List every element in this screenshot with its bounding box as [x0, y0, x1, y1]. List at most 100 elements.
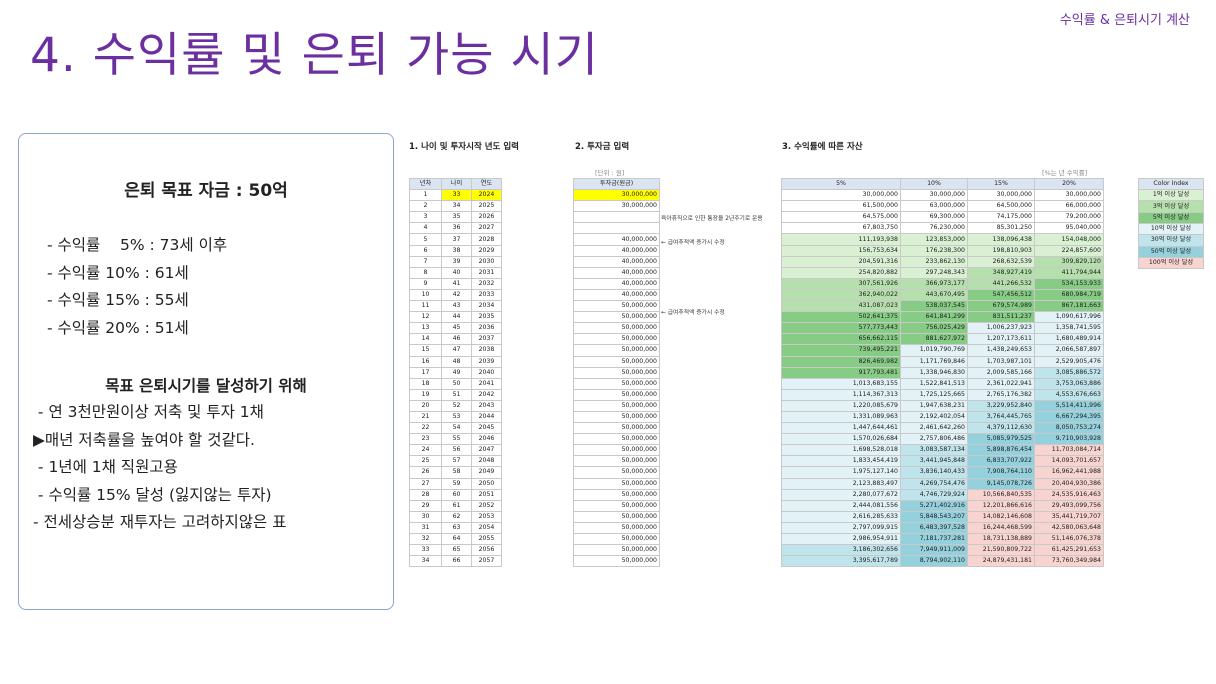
year-index-cell: 18: [409, 377, 442, 390]
table-row: 50,000,000: [573, 544, 660, 557]
asset-cell: 3,186,302,656: [781, 544, 901, 557]
asset-cell: 362,940,022: [781, 288, 901, 302]
section-title-assets: 3. 수익률에 따른 자산: [782, 142, 863, 152]
table-row: 26 58 2049: [409, 466, 502, 479]
year-index-cell: 25: [409, 455, 442, 468]
asset-cell: 348,927,419: [967, 266, 1035, 279]
rate-item: - 수익률 15% : 55세: [47, 291, 189, 309]
year-index-cell: 12: [409, 311, 442, 324]
asset-cell: 154,048,000: [1034, 233, 1104, 246]
table-row: 11 43 2034: [409, 300, 502, 313]
investment-cell: 50,000,000: [573, 510, 660, 523]
year-index-cell: 24: [409, 444, 442, 457]
year-index-cell: 9: [409, 277, 442, 290]
year-cell: 2026: [471, 211, 502, 224]
investment-cell: 40,000,000: [573, 288, 660, 302]
asset-cell: 1,522,841,513: [900, 377, 968, 390]
investment-cell: 50,000,000: [573, 366, 660, 379]
table-row: 50,000,000: [573, 488, 660, 501]
plan-item: - 1년에 1채 직원고용: [33, 458, 178, 476]
age-cell: 39: [441, 255, 472, 268]
asset-cell: 10,566,840,535: [967, 488, 1035, 501]
table-row: 8 40 2031: [409, 266, 502, 279]
investment-cell: 50,000,000: [573, 466, 660, 479]
asset-cell: 1,703,987,101: [967, 355, 1035, 368]
table-row: 4 36 2027: [409, 222, 502, 235]
asset-cell: 3,085,886,572: [1034, 366, 1104, 379]
asset-cell: 8,050,753,274: [1034, 422, 1104, 435]
age-cell: 56: [441, 444, 472, 457]
table-row: 23 55 2046: [409, 433, 502, 446]
table-row: 33 65 2056: [409, 544, 502, 557]
asset-cell: 2,280,077,672: [781, 488, 901, 501]
asset-cell: 5,271,402,916: [900, 499, 968, 512]
table-row: 50,000,000: [573, 344, 660, 357]
investment-cell: 50,000,000: [573, 300, 660, 313]
plan-list: - 연 3천만원이상 저축 및 투자 1채 ▶매년 저축률을 높여야 할 것같다…: [33, 399, 286, 537]
table-row: 1,220,085,679 1,947,638,231 3,229,952,840 5…: [781, 399, 1104, 412]
age-cell: 37: [441, 233, 472, 246]
asset-cell: 3,836,140,433: [900, 466, 968, 479]
color-legend: Color Index 1억 이상 달성 3억 이상 달성 5억 이상 달성 10억 …: [1138, 177, 1204, 270]
year-cell: 2042: [471, 388, 502, 401]
asset-cell: 224,857,600: [1034, 244, 1104, 257]
asset-cell: 42,580,063,648: [1034, 521, 1104, 535]
asset-cell: 502,641,375: [781, 311, 901, 324]
investment-cell: 50,000,000: [573, 477, 660, 490]
table-row: 40,000,000: [573, 277, 660, 290]
asset-cell: 18,731,138,889: [967, 532, 1035, 546]
asset-cell: 2,192,402,054: [900, 410, 968, 424]
asset-cell: 1,171,769,846: [900, 355, 968, 368]
header-cell: 5%: [781, 177, 901, 191]
age-cell: 41: [441, 277, 472, 290]
asset-cell: 5,898,876,454: [967, 444, 1035, 457]
asset-cell: 7,181,737,281: [900, 532, 968, 546]
legend-item: 5억 이상 달성: [1138, 211, 1204, 224]
asset-cell: 3,083,587,134: [900, 444, 968, 457]
year-cell: 2037: [471, 333, 502, 346]
asset-cell: 156,753,634: [781, 244, 901, 257]
asset-cell: 1,013,683,155: [781, 377, 901, 390]
asset-cell: 5,514,411,996: [1034, 399, 1104, 412]
age-cell: 34: [441, 200, 472, 213]
year-cell: 2032: [471, 277, 502, 290]
age-cell: 59: [441, 477, 472, 490]
asset-cell: 123,853,000: [900, 233, 968, 246]
investment-cell: [573, 211, 660, 224]
asset-cell: 51,146,076,378: [1034, 532, 1104, 546]
table-row: 22 54 2045: [409, 422, 502, 435]
investment-cell: [573, 222, 660, 235]
investment-cell: 50,000,000: [573, 333, 660, 346]
year-index-cell: 29: [409, 499, 442, 512]
table-row: 254,820,882 297,248,343 348,927,419 411,794…: [781, 266, 1104, 279]
table-row: 50,000,000: [573, 366, 660, 379]
asset-cell: 1,331,089,963: [781, 410, 901, 424]
year-cell: 2057: [471, 555, 502, 568]
investment-cell: 50,000,000: [573, 355, 660, 368]
investment-cell: 50,000,000: [573, 455, 660, 468]
annotation: ← 급여추적액 증가시 수정: [661, 310, 725, 316]
year-cell: 2040: [471, 366, 502, 379]
age-cell: 65: [441, 544, 472, 557]
table-row: 27 59 2050: [409, 477, 502, 490]
year-index-cell: 14: [409, 333, 442, 346]
table-row: 19 51 2042: [409, 388, 502, 401]
table-row: 1,833,454,419 3,441,945,848 6,833,707,922 1…: [781, 455, 1104, 468]
asset-cell: 534,153,933: [1034, 277, 1104, 290]
table-row: 34 66 2057: [409, 555, 502, 568]
asset-cell: 867,181,663: [1034, 300, 1104, 313]
table-row: 50,000,000: [573, 466, 660, 479]
asset-cell: 2,123,883,497: [781, 477, 901, 490]
table-row: 50,000,000: [573, 555, 660, 568]
investment-cell: 50,000,000: [573, 532, 660, 546]
year-cell: 2053: [471, 510, 502, 523]
investment-cell: 50,000,000: [573, 488, 660, 501]
asset-cell: 35,441,719,707: [1034, 510, 1104, 523]
age-cell: 49: [441, 366, 472, 379]
age-cell: 48: [441, 355, 472, 368]
asset-cell: 79,200,000: [1034, 211, 1104, 224]
year-index-cell: 16: [409, 355, 442, 368]
asset-cell: 9,145,078,726: [967, 477, 1035, 490]
age-cell: 43: [441, 300, 472, 313]
asset-cell: 9,710,903,928: [1034, 433, 1104, 446]
